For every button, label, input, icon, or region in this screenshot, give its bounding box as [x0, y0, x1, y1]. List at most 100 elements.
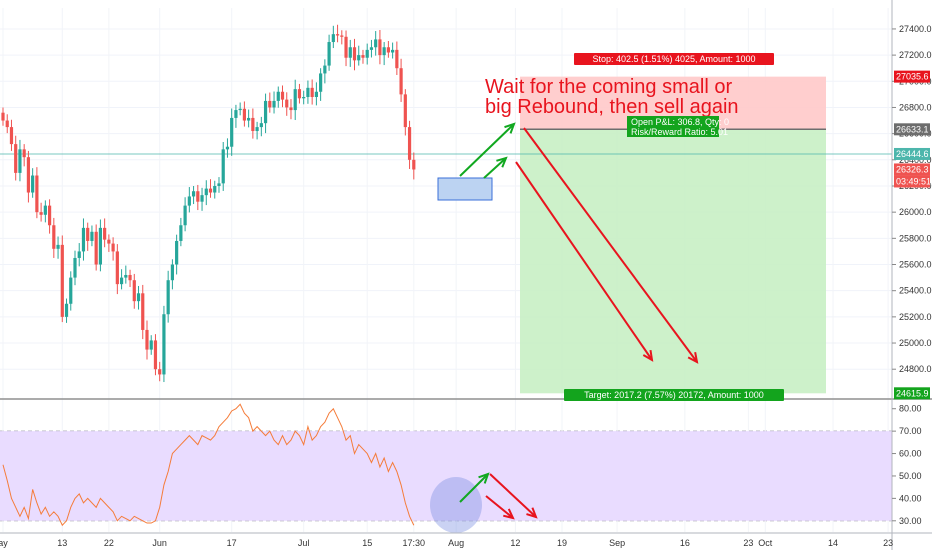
candle-body [77, 251, 81, 258]
axis-tag-text: 26326.3 [896, 164, 929, 174]
price-tick-label: 25000.0 [899, 338, 932, 348]
position-zones [0, 76, 892, 394]
candle-body [39, 212, 43, 215]
arrow-head [496, 156, 508, 168]
candle-body [357, 55, 361, 61]
candle-body [200, 195, 204, 202]
arrow-head [526, 507, 538, 519]
time-label: 13 [57, 538, 67, 548]
price-tick-label: 25400.0 [899, 286, 932, 296]
level-price-tag: 26444.6 [894, 147, 930, 160]
candle-body [179, 225, 183, 241]
candle-body [272, 100, 276, 108]
candle-body [217, 183, 221, 186]
candle-body [280, 91, 285, 100]
countdown-text: 03:49:51 [896, 176, 931, 186]
time-label: 23 [883, 538, 893, 548]
candle-body [344, 36, 348, 58]
target-label: Target: 2017.2 (7.57%) 20172, Amount: 10… [564, 389, 784, 401]
candle-body [306, 87, 310, 97]
candle-body [297, 89, 302, 99]
candle-body [111, 243, 115, 252]
candle-body [352, 47, 357, 61]
candle-body [374, 39, 378, 48]
arrow-head [642, 349, 654, 362]
time-label: 16 [680, 538, 690, 548]
countdown-bg [894, 175, 930, 188]
candle-body [22, 149, 26, 158]
arrow-shaft [483, 157, 507, 179]
red-arrow-rsi-2 [485, 495, 515, 520]
candle-body [234, 110, 238, 118]
arrow-shaft [485, 495, 514, 519]
rsi-band [0, 431, 892, 521]
axis-tag-bg [894, 387, 930, 400]
arrow-shaft [489, 473, 537, 518]
time-label: 17:30 [403, 538, 426, 548]
candle-body [225, 146, 230, 150]
candle-body [361, 55, 365, 58]
arrow-head [503, 508, 515, 520]
drawings [430, 122, 699, 533]
candle-body [73, 257, 77, 278]
risk-reward-text: Risk/Reward Ratio: 5.01 [631, 127, 728, 137]
label-box [574, 53, 774, 65]
candle-body [9, 127, 14, 145]
time-label: 12 [510, 538, 520, 548]
time-label: 22 [104, 538, 114, 548]
candle-body [90, 231, 94, 241]
rsi-highlight-circle [430, 477, 482, 533]
candle-body [187, 196, 191, 206]
candle-body [14, 144, 18, 173]
candle-body [183, 205, 187, 226]
axis-tag-bg [894, 147, 930, 160]
arrow-shaft [459, 123, 515, 177]
time-label: 23 [743, 538, 753, 548]
candle-body [128, 274, 132, 281]
candle-body [382, 47, 386, 56]
candle-body [141, 293, 145, 330]
axis-tag-text: 26633.1 [896, 124, 929, 134]
axis-tag-text: 27035.6 [896, 72, 929, 82]
axis-tag-bg [894, 70, 930, 83]
rsi-panel [2, 403, 415, 527]
rsi-tick-label: 50.00 [899, 471, 922, 481]
candle-body [94, 231, 98, 265]
candle-body [153, 340, 158, 370]
price-tick-label: 26800.0 [899, 102, 932, 112]
red-arrow-rsi-1 [489, 473, 538, 519]
candle-body [242, 108, 246, 121]
candle-body [166, 280, 170, 315]
candle-body [103, 227, 107, 240]
rsi-tick-label: 30.00 [899, 516, 922, 526]
candle-body [81, 227, 86, 252]
candle-body [412, 159, 416, 170]
candle-body [56, 244, 60, 249]
candle-body [276, 91, 280, 101]
time-label: 15 [362, 538, 372, 548]
rsi-tick-label: 70.00 [899, 426, 922, 436]
green-arrow-up-2 [483, 156, 508, 179]
arrow-head [504, 122, 516, 134]
candle-body [386, 47, 390, 53]
label-text: Stop: 402.5 (1.51%) 4025, Amount: 1000 [592, 54, 755, 64]
price-tick-label: 25600.0 [899, 260, 932, 270]
candle-body [391, 49, 395, 53]
candle-body [335, 34, 340, 36]
rsi-tick-label: 80.00 [899, 404, 922, 414]
candle-body [191, 191, 196, 197]
candle-body [213, 185, 217, 193]
countdown-tag: 03:49:51 [894, 175, 931, 188]
candle-body [378, 39, 382, 56]
red-arrow-down-2 [515, 161, 654, 362]
candle-body [26, 157, 31, 193]
candle-body [196, 191, 200, 202]
chart-grid [0, 8, 892, 532]
candle-body [255, 127, 259, 132]
candle-body [119, 277, 124, 285]
candle-body [399, 68, 403, 95]
candle-body [247, 117, 251, 121]
arrow-shaft [523, 127, 698, 363]
candle-body [31, 175, 35, 193]
